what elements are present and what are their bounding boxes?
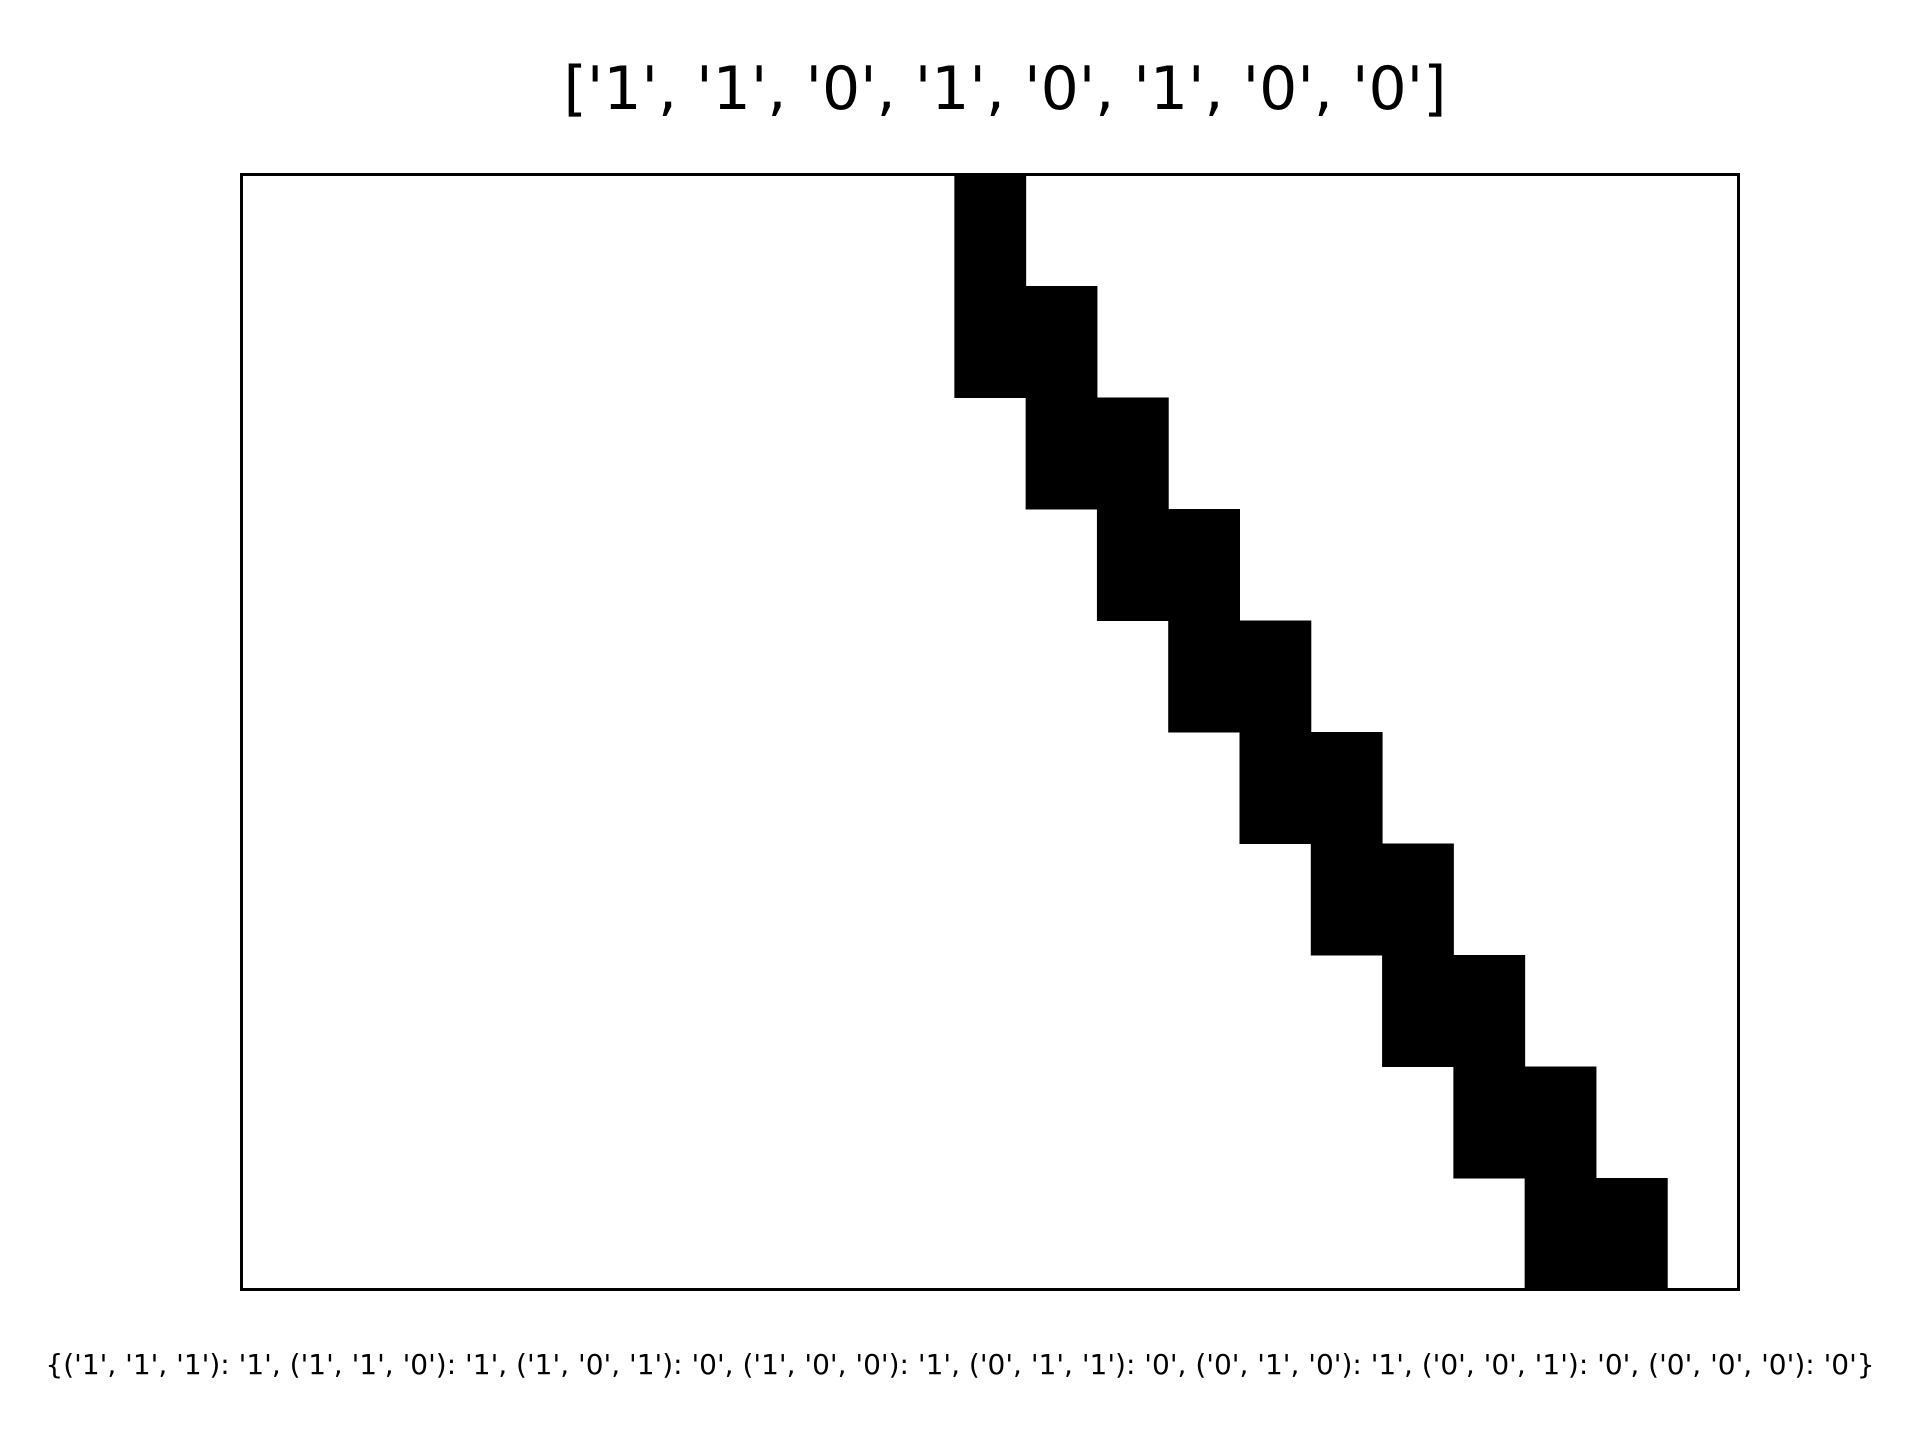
- cell-r6-c15: [1310, 843, 1383, 956]
- cell-r6-c16: [1382, 843, 1454, 956]
- cell-r2-c12: [1096, 397, 1169, 510]
- cell-r5-c14: [1239, 732, 1312, 844]
- cell-r4-c13: [1168, 620, 1240, 733]
- cell-grid: [954, 174, 1668, 1290]
- cell-r9-c19: [1595, 1178, 1668, 1290]
- chart-title: ['1', '1', '0', '1', '0', '1', '0', '0']: [563, 54, 1446, 124]
- cell-r5-c15: [1310, 732, 1383, 844]
- cell-r3-c13: [1168, 509, 1240, 621]
- chart-caption: {('1', '1', '1'): '1', ('1', '1', '0'): …: [45, 1348, 1874, 1381]
- cell-r7-c17: [1453, 955, 1526, 1067]
- plot-frame: [240, 173, 1740, 1291]
- cell-r1-c10: [954, 286, 1027, 398]
- cell-r1-c11: [1025, 286, 1098, 398]
- cell-r2-c11: [1025, 397, 1098, 510]
- cell-r8-c17: [1453, 1066, 1526, 1179]
- cell-r4-c14: [1239, 620, 1312, 733]
- cell-r8-c18: [1524, 1066, 1597, 1179]
- cell-r7-c16: [1382, 955, 1454, 1067]
- cell-r3-c12: [1096, 509, 1169, 621]
- cell-r0-c10: [954, 174, 1027, 287]
- cell-r9-c18: [1524, 1178, 1597, 1290]
